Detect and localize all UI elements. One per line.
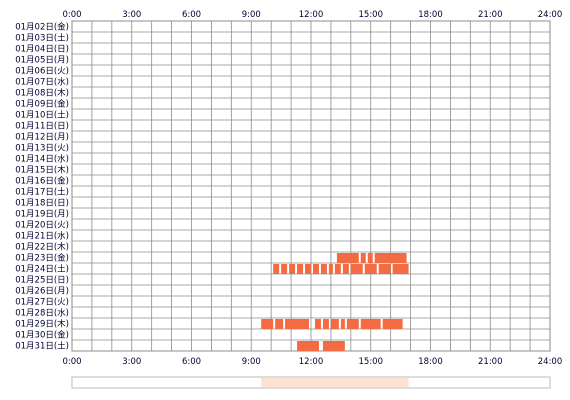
row-label: 01月23日(金) xyxy=(15,253,69,264)
row-label: 01月29日(木) xyxy=(15,319,69,330)
row-label: 01月12日(月) xyxy=(15,133,69,143)
x-tick-label-bottom: 3:00 xyxy=(122,357,141,367)
row-label: 01月04日(日) xyxy=(15,45,69,55)
activity-bar xyxy=(281,264,288,274)
row-label: 01月14日(水) xyxy=(15,154,69,165)
activity-bar xyxy=(334,264,341,274)
activity-bar xyxy=(305,264,311,274)
row-label: 01月06日(火) xyxy=(15,67,69,77)
x-tick-label-top: 3:00 xyxy=(122,10,141,20)
row-label: 01月16日(金) xyxy=(15,176,69,187)
activity-bar xyxy=(392,264,409,274)
activity-bar xyxy=(322,319,329,329)
activity-bar xyxy=(322,341,345,351)
x-tick-label-bottom: 21:00 xyxy=(478,357,503,367)
activity-bar xyxy=(275,319,284,329)
activity-bar xyxy=(346,319,359,329)
row-label: 01月11日(日) xyxy=(15,122,69,132)
activity-bar xyxy=(297,264,304,274)
x-tick-label-top: 15:00 xyxy=(359,10,384,20)
row-label: 01月26日(月) xyxy=(15,287,69,297)
x-tick-label-top: 0:00 xyxy=(62,10,81,20)
activity-bar xyxy=(328,264,333,274)
row-label: 01月28日(水) xyxy=(15,308,69,319)
row-label: 01月13日(火) xyxy=(15,144,69,154)
row-label: 01月08日(木) xyxy=(15,88,69,99)
x-tick-label-top: 12:00 xyxy=(299,10,324,20)
activity-bar xyxy=(261,319,274,329)
row-label: 01月19日(月) xyxy=(15,210,69,220)
row-label: 01月09日(金) xyxy=(15,99,69,110)
x-tick-label-top: 18:00 xyxy=(418,10,443,20)
x-tick-label-top: 21:00 xyxy=(478,10,503,20)
row-label: 01月17日(土) xyxy=(15,187,69,198)
activity-bar xyxy=(314,319,321,329)
x-tick-label-bottom: 0:00 xyxy=(62,357,81,367)
row-label: 01月30日(金) xyxy=(15,330,69,341)
activity-bar xyxy=(350,264,363,274)
activity-bar xyxy=(289,264,296,274)
activity-bar xyxy=(342,264,349,274)
summary-strip-fill xyxy=(261,378,409,387)
x-tick-label-bottom: 18:00 xyxy=(418,357,443,367)
x-tick-label-bottom: 12:00 xyxy=(299,357,324,367)
row-label: 01月10日(土) xyxy=(15,110,69,121)
row-label: 01月27日(火) xyxy=(15,298,69,308)
row-label: 01月31日(土) xyxy=(15,341,69,352)
row-label: 01月22日(木) xyxy=(15,242,69,253)
x-tick-label-top: 24:00 xyxy=(538,10,563,20)
activity-bar xyxy=(374,253,407,263)
activity-bar xyxy=(273,264,280,274)
row-label: 01月20日(火) xyxy=(15,221,69,231)
activity-bar xyxy=(367,253,373,263)
x-tick-label-top: 6:00 xyxy=(182,10,201,20)
activity-bar xyxy=(330,319,339,329)
x-tick-label-bottom: 9:00 xyxy=(242,357,261,367)
activity-bar xyxy=(312,264,319,274)
x-tick-label-bottom: 15:00 xyxy=(359,357,384,367)
row-label: 01月07日(水) xyxy=(15,77,69,88)
row-label: 01月18日(日) xyxy=(15,199,69,209)
activity-bar xyxy=(360,319,381,329)
activity-bar xyxy=(378,264,391,274)
row-label: 01月25日(日) xyxy=(15,276,69,286)
activity-bar xyxy=(360,253,366,263)
row-label: 01月21日(水) xyxy=(15,231,69,242)
activity-bar xyxy=(364,264,377,274)
activity-bar xyxy=(382,319,403,329)
row-label: 01月15日(木) xyxy=(15,165,69,176)
row-label: 01月03日(土) xyxy=(15,33,69,44)
activity-bar xyxy=(336,253,359,263)
row-label: 01月24日(土) xyxy=(15,264,69,275)
activity-bar xyxy=(320,264,327,274)
activity-bar xyxy=(297,341,319,351)
row-label: 01月05日(月) xyxy=(15,56,69,66)
x-tick-label-bottom: 6:00 xyxy=(182,357,201,367)
x-tick-label-bottom: 24:00 xyxy=(538,357,563,367)
x-tick-label-top: 9:00 xyxy=(242,10,261,20)
row-label: 01月02日(金) xyxy=(15,22,69,33)
activity-bar xyxy=(285,319,310,329)
activity-bar xyxy=(340,319,345,329)
